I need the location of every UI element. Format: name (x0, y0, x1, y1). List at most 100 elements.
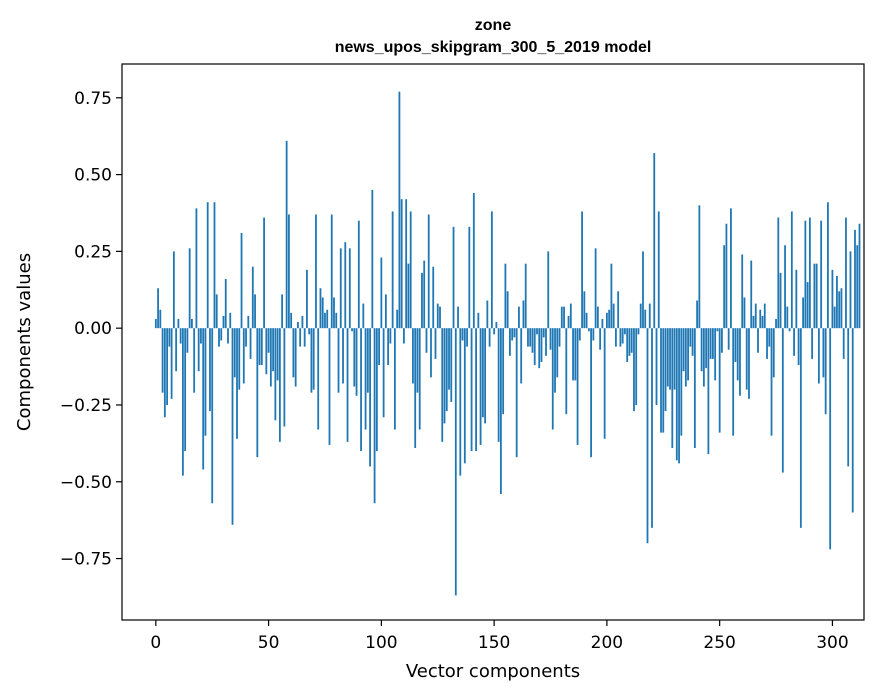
bar-106 (393, 328, 396, 430)
bar-266 (754, 303, 757, 329)
bar-110 (403, 328, 405, 344)
bar-123 (432, 266, 435, 329)
chart-title-line2: news_upos_skipgram_300_5_2019 model (335, 39, 652, 56)
bar-292 (813, 263, 816, 329)
bar-228 (669, 328, 671, 390)
bar-259 (739, 328, 741, 396)
bar-202 (610, 263, 613, 329)
bar-264 (750, 260, 753, 329)
bar-96 (371, 189, 374, 329)
bar-104 (389, 328, 392, 344)
bar-30 (222, 315, 225, 329)
bar-241 (698, 205, 701, 329)
bar-311 (856, 245, 859, 329)
bar-221 (653, 153, 656, 329)
bar-31 (224, 279, 227, 329)
bar-139 (468, 226, 471, 329)
bar-262 (745, 328, 748, 390)
bar-33 (229, 312, 232, 329)
bar-181 (563, 306, 565, 329)
bar-256 (732, 328, 735, 436)
bar-74 (321, 297, 324, 329)
bar-201 (608, 309, 611, 329)
bar-208 (624, 328, 626, 335)
bar-276 (777, 217, 780, 329)
bar-307 (847, 328, 850, 467)
bar-144 (479, 328, 482, 445)
bar-89 (355, 328, 358, 396)
bar-128 (443, 328, 446, 424)
bar-90 (357, 220, 360, 329)
bar-211 (630, 328, 633, 353)
bar-0 (154, 318, 157, 329)
bar-269 (761, 315, 764, 329)
bar-194 (592, 328, 595, 341)
bar-116 (416, 328, 419, 393)
bar-117 (418, 328, 421, 430)
bar-268 (759, 309, 762, 329)
bar-8 (172, 251, 175, 329)
x-axis-label: Vector components (406, 661, 580, 682)
x-tick-label: 250 (703, 633, 735, 653)
x-tick-label: 50 (258, 633, 280, 653)
bar-263 (748, 328, 750, 399)
bar-93 (364, 328, 367, 430)
bar-167 (531, 328, 534, 353)
bar-282 (790, 211, 793, 329)
bar-56 (281, 294, 284, 329)
bar-111 (405, 199, 408, 329)
bar-284 (795, 269, 798, 329)
bar-147 (486, 300, 489, 329)
x-tick-label: 100 (365, 633, 397, 653)
bar-63 (297, 322, 299, 329)
bar-151 (495, 322, 498, 329)
bar-132 (452, 226, 455, 329)
bar-54 (276, 328, 279, 381)
bar-192 (587, 328, 590, 332)
bar-302 (836, 275, 838, 329)
bar-161 (518, 306, 520, 329)
bar-18 (195, 208, 198, 329)
bar-32 (227, 328, 229, 344)
bar-223 (657, 211, 660, 329)
bar-195 (594, 248, 597, 329)
bar-175 (549, 328, 552, 350)
bar-86 (348, 248, 351, 329)
bar-179 (558, 328, 561, 347)
x-axis-ticks: 0 50 100 150 200 250 300 (150, 620, 849, 653)
bar-6 (168, 328, 171, 347)
y-tick-label: −0.50 (60, 473, 112, 493)
bar-84 (344, 242, 347, 329)
bar-39 (242, 328, 245, 384)
bar-94 (366, 328, 369, 393)
bar-295 (820, 220, 823, 329)
bar-198 (601, 318, 604, 329)
bar-148 (488, 328, 491, 347)
bar-4 (163, 328, 166, 418)
bar-312 (858, 223, 861, 329)
bar-53 (274, 328, 277, 421)
bar-159 (513, 328, 516, 338)
bar-22 (204, 328, 207, 436)
bar-68 (308, 328, 311, 335)
bar-142 (475, 328, 477, 452)
bar-13 (184, 328, 187, 452)
bar-19 (197, 328, 200, 372)
bar-174 (547, 251, 550, 329)
bar-156 (506, 291, 509, 329)
bar-171 (540, 328, 543, 362)
bar-251 (721, 328, 723, 353)
bar-121 (427, 214, 430, 329)
y-axis-label: Components values (14, 253, 35, 431)
bar-240 (696, 300, 698, 329)
bar-131 (450, 328, 453, 402)
bar-238 (691, 328, 694, 356)
bar-70 (312, 328, 315, 390)
bar-64 (299, 328, 302, 347)
bar-249 (716, 328, 719, 332)
y-tick-label: −0.25 (60, 396, 112, 416)
bar-40 (245, 328, 247, 347)
bar-220 (651, 328, 653, 528)
bar-103 (387, 328, 390, 366)
